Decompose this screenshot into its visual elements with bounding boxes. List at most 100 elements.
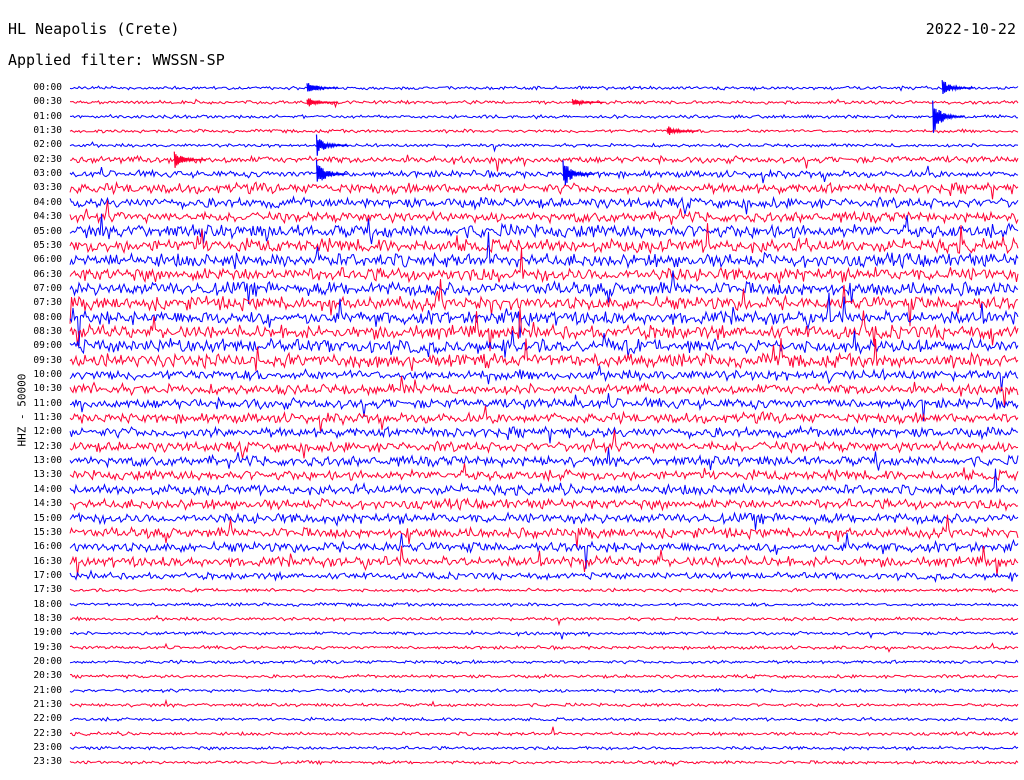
time-tick-label: 12:30 xyxy=(33,440,62,452)
event-burst xyxy=(571,98,604,107)
time-tick-label: 05:00 xyxy=(33,225,62,237)
time-tick-label: 19:30 xyxy=(33,641,62,653)
trace-line xyxy=(69,463,1019,483)
time-tick-label: 01:30 xyxy=(33,125,62,137)
event-burst xyxy=(173,151,206,168)
filter-subtitle: Applied filter: WWSSN-SP xyxy=(8,51,225,69)
time-tick-label: 02:00 xyxy=(33,139,62,151)
trace-line xyxy=(69,759,1019,767)
trace-line xyxy=(69,673,1019,680)
time-tick-label: 14:30 xyxy=(33,498,62,510)
trace-line xyxy=(69,569,1019,584)
time-tick-label: 21:00 xyxy=(33,684,62,696)
time-tick-label: 03:00 xyxy=(33,168,62,180)
time-tick-label: 12:00 xyxy=(33,426,62,438)
time-tick-label: 11:00 xyxy=(33,397,62,409)
trace-line xyxy=(69,113,1019,120)
time-tick-label: 06:00 xyxy=(33,254,62,266)
time-tick-label: 02:30 xyxy=(33,153,62,165)
time-tick-label: 11:30 xyxy=(33,412,62,424)
trace-line xyxy=(69,405,1019,432)
time-tick-label: 18:30 xyxy=(33,612,62,624)
time-tick-label: 16:30 xyxy=(33,555,62,567)
event-burst xyxy=(562,160,595,186)
time-tick-label: 05:30 xyxy=(33,239,62,251)
trace-line xyxy=(69,278,1018,327)
trace-line xyxy=(69,365,1019,392)
event-burst xyxy=(666,126,699,135)
event-burst xyxy=(941,80,974,95)
trace-line xyxy=(69,688,1019,694)
trace-line xyxy=(69,141,1019,153)
trace-line xyxy=(69,642,1019,653)
trace-line xyxy=(69,195,1019,215)
trace-line xyxy=(69,393,1019,422)
time-tick-label: 08:30 xyxy=(33,325,62,337)
time-tick-label: 09:30 xyxy=(33,354,62,366)
trace-line xyxy=(69,698,1019,708)
trace-line xyxy=(69,745,1019,752)
time-tick-label: 06:30 xyxy=(33,268,62,280)
time-tick-label: 09:00 xyxy=(33,340,62,352)
trace-line xyxy=(69,180,1019,200)
trace-line xyxy=(69,587,1019,594)
time-tick-label: 18:00 xyxy=(33,598,62,610)
event-burst xyxy=(306,98,339,107)
time-tick-labels: 00:00 00:30 01:00 01:30 02:00 02:30 03:00 03:30… xyxy=(0,0,70,780)
time-tick-label: 01:00 xyxy=(33,110,62,122)
time-tick-label: 04:30 xyxy=(33,211,62,223)
time-tick-label: 17:30 xyxy=(33,584,62,596)
time-tick-label: 00:00 xyxy=(33,82,62,93)
trace-line xyxy=(69,514,1019,549)
trace-line xyxy=(69,424,1019,444)
trace-line xyxy=(69,200,1019,225)
time-tick-label: 20:30 xyxy=(33,670,62,682)
trace-line xyxy=(69,307,1019,352)
time-tick-label: 10:30 xyxy=(33,383,62,395)
event-burst xyxy=(306,83,339,92)
trace-line xyxy=(69,511,1019,530)
trace-line xyxy=(69,270,1019,304)
trace-line xyxy=(69,468,1019,497)
time-tick-label: 03:30 xyxy=(33,182,62,194)
trace-line xyxy=(69,248,1019,284)
time-tick-label: 21:30 xyxy=(33,699,62,711)
time-tick-label: 07:00 xyxy=(33,282,62,294)
trace-line xyxy=(69,223,1019,255)
time-tick-label: 19:00 xyxy=(33,627,62,639)
trace-line xyxy=(69,330,1019,358)
trace-line xyxy=(69,497,1019,512)
event-burst xyxy=(315,160,348,182)
trace-line xyxy=(69,545,1019,577)
trace-line xyxy=(69,165,1019,184)
time-tick-label: 17:00 xyxy=(33,569,62,581)
time-tick-label: 22:00 xyxy=(33,713,62,725)
trace-line xyxy=(69,338,1019,372)
trace-line xyxy=(69,614,1019,627)
time-tick-label: 14:00 xyxy=(33,483,62,495)
trace-line xyxy=(69,376,1019,408)
station-title: HL Neapolis (Crete) xyxy=(8,20,180,38)
time-tick-label: 15:00 xyxy=(33,512,62,524)
event-burst xyxy=(315,134,348,156)
date-label: 2022-10-22 xyxy=(925,20,1016,38)
trace-line xyxy=(69,429,1019,459)
time-tick-label: 23:30 xyxy=(33,756,62,768)
time-tick-label: 07:30 xyxy=(33,297,62,309)
time-tick-label: 00:30 xyxy=(33,96,62,108)
trace-line xyxy=(69,85,1019,92)
trace-line xyxy=(69,659,1019,665)
trace-line xyxy=(69,213,1019,245)
time-tick-label: 08:00 xyxy=(33,311,62,323)
trace-line xyxy=(69,231,1019,270)
trace-line xyxy=(69,532,1019,569)
time-tick-label: 20:00 xyxy=(33,656,62,667)
time-tick-label: 13:30 xyxy=(33,469,62,481)
trace-line xyxy=(69,601,1019,608)
event-burst xyxy=(932,100,965,133)
trace-line xyxy=(69,292,1019,347)
trace-line xyxy=(69,447,1019,471)
time-tick-label: 10:00 xyxy=(33,369,62,380)
trace-line xyxy=(69,716,1019,723)
